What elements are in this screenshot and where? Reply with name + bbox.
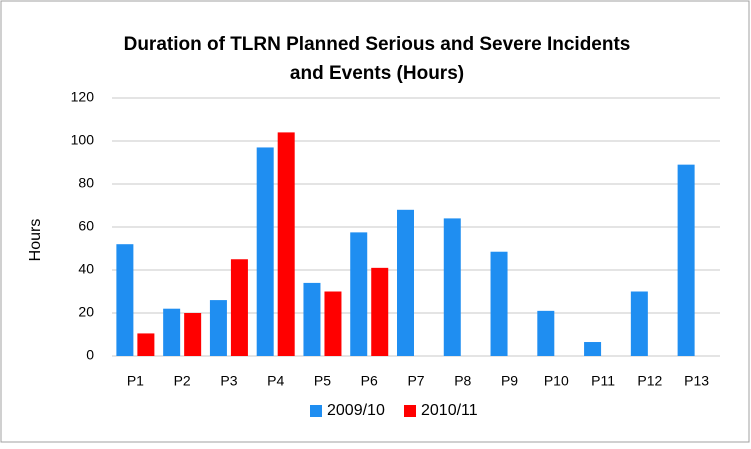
x-tick-label: P10 <box>544 373 569 389</box>
bar <box>256 147 274 356</box>
x-tick-label: P3 <box>220 373 237 389</box>
x-tick-label: P4 <box>267 373 284 389</box>
y-tick-label: 20 <box>78 304 94 320</box>
bar <box>490 251 508 356</box>
y-tick-label: 0 <box>86 347 94 363</box>
x-tick-label: P13 <box>684 373 709 389</box>
bar <box>209 300 227 356</box>
y-tick-label: 40 <box>78 261 94 277</box>
bar <box>277 132 295 356</box>
y-tick-label: 80 <box>78 175 94 191</box>
x-tick-label: P6 <box>361 373 378 389</box>
bar <box>350 232 368 356</box>
x-tick-label: P5 <box>314 373 331 389</box>
legend-swatch <box>404 405 416 417</box>
bar <box>443 218 461 356</box>
legend-label: 2009/10 <box>327 402 385 419</box>
x-tick-label: P1 <box>127 373 144 389</box>
bar <box>677 164 695 356</box>
x-tick-label: P9 <box>501 373 518 389</box>
bar <box>137 333 155 356</box>
bar <box>584 342 602 356</box>
bar <box>303 282 321 356</box>
bar <box>371 267 389 356</box>
bar <box>184 313 202 356</box>
legend-swatch <box>310 405 322 417</box>
bar <box>163 308 181 356</box>
bar <box>397 209 414 356</box>
bar <box>324 291 342 356</box>
x-tick-label: P11 <box>591 373 615 389</box>
legend-label: 2010/11 <box>421 402 478 419</box>
y-tick-label: 100 <box>71 132 95 148</box>
x-tick-label: P8 <box>454 373 471 389</box>
bar <box>116 244 134 356</box>
y-tick-label: 120 <box>71 89 95 105</box>
x-tick-label: P7 <box>407 373 424 389</box>
bar <box>630 291 648 356</box>
bar <box>230 259 248 356</box>
bar <box>537 310 555 356</box>
x-tick-label: P12 <box>637 373 662 389</box>
y-tick-label: 60 <box>78 218 94 234</box>
chart-title: Duration of TLRN Planned Serious and Sev… <box>124 34 631 55</box>
x-tick-label: P2 <box>174 373 191 389</box>
chart-title: and Events (Hours) <box>290 63 464 84</box>
y-axis-label: Hours <box>27 219 44 262</box>
